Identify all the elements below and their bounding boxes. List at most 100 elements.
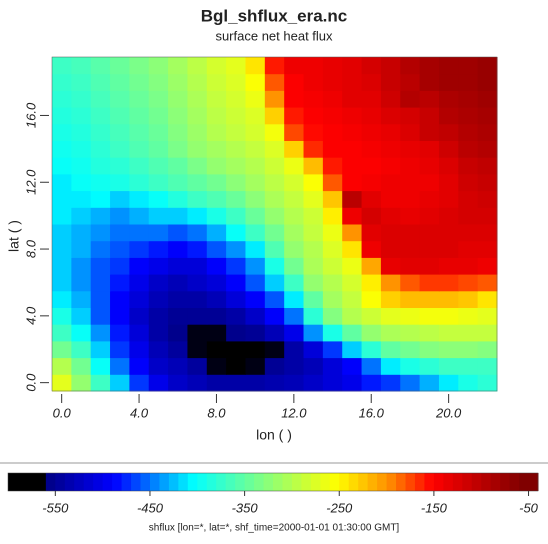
heatmap-cell <box>380 157 401 175</box>
heatmap-cell <box>322 240 343 258</box>
heatmap-cell <box>90 374 111 392</box>
heatmap-cell <box>380 190 401 208</box>
heatmap-cell <box>380 324 401 342</box>
heatmap-cell <box>380 90 401 108</box>
colorbar-swatch <box>159 473 170 491</box>
heatmap-cell <box>361 73 382 91</box>
colorbar-swatch <box>74 473 85 491</box>
heatmap-cell <box>52 374 72 392</box>
heatmap-cell <box>264 90 285 108</box>
heatmap-cell <box>322 173 343 192</box>
heatmap-cell <box>322 357 343 375</box>
heatmap-cell <box>284 140 305 158</box>
heatmap-cell <box>52 257 72 275</box>
heatmap-cell <box>438 57 459 75</box>
heatmap-cell <box>342 257 363 275</box>
heatmap-cell <box>322 157 343 175</box>
heatmap-cell <box>148 224 169 242</box>
heatmap-cell <box>342 107 363 125</box>
heatmap-cell <box>90 340 111 359</box>
heatmap-cell <box>380 274 401 292</box>
colorbar-swatch <box>519 473 530 491</box>
heatmap-cell <box>419 157 440 175</box>
heatmap-cell <box>226 123 246 141</box>
heatmap-cell <box>438 107 459 125</box>
heatmap-cell <box>400 240 421 258</box>
heatmap-cell <box>226 324 246 342</box>
heatmap-cell <box>206 157 227 175</box>
heatmap-cell <box>129 240 150 258</box>
colorbar-swatch <box>121 473 132 491</box>
heatmap-cell <box>168 357 188 375</box>
colorbar-swatch <box>244 473 255 491</box>
heatmap-cell <box>226 257 246 275</box>
heatmap-cell <box>245 157 266 175</box>
colorbar-swatch <box>386 473 397 491</box>
heatmap-cell <box>458 207 479 225</box>
colorbar-swatch <box>443 473 454 491</box>
heatmap-cell <box>477 207 498 225</box>
heatmap-cell <box>71 307 92 325</box>
heatmap-cell <box>264 357 285 375</box>
heatmap-cell <box>110 123 130 141</box>
heatmap-cell <box>419 274 440 292</box>
heatmap-cell <box>284 90 305 108</box>
colorbar-swatch <box>112 473 123 491</box>
heatmap-cell <box>438 374 459 392</box>
heatmap-cell <box>458 257 479 275</box>
heatmap-cell <box>206 107 227 125</box>
heatmap-cell <box>361 107 382 125</box>
y-tick-label: 12.0 <box>23 169 38 195</box>
heatmap-cell <box>245 257 266 275</box>
heatmap-cell <box>458 290 479 308</box>
heatmap-cell <box>71 324 92 342</box>
heatmap-cell <box>187 240 208 258</box>
heatmap-cell <box>361 90 382 108</box>
heatmap-cell <box>187 73 208 91</box>
y-tick-label: 0.0 <box>23 373 38 392</box>
heatmap-cell <box>400 274 421 292</box>
colorbar-swatch <box>197 473 208 491</box>
heatmap-cell <box>52 90 72 108</box>
heatmap-cell <box>438 290 459 308</box>
heatmap-cell <box>206 307 227 325</box>
heatmap-cell <box>148 207 169 225</box>
heatmap-cell <box>419 357 440 375</box>
colorbar-swatch <box>405 473 416 491</box>
heatmap-cell <box>400 90 421 108</box>
colorbar-tick-label: -150 <box>421 500 448 515</box>
heatmap-cell <box>361 190 382 208</box>
heatmap-cell <box>284 274 305 292</box>
heatmap-cell <box>245 240 266 258</box>
heatmap-cell <box>110 107 130 125</box>
heatmap-cell <box>284 57 305 75</box>
heatmap-cell <box>438 257 459 275</box>
colorbar-swatch <box>64 473 75 491</box>
heatmap-cell <box>342 90 363 108</box>
heatmap-cell <box>458 357 479 375</box>
heatmap-cell <box>129 57 150 75</box>
heatmap-cell <box>303 324 324 342</box>
heatmap-cell <box>226 274 246 292</box>
heatmap-cell <box>187 374 208 392</box>
heatmap-cell <box>264 140 285 158</box>
heatmap-cell <box>110 90 130 108</box>
heatmap-cell <box>71 274 92 292</box>
heatmap-cell <box>245 307 266 325</box>
heatmap-cell <box>168 307 188 325</box>
heatmap-cell <box>52 107 72 125</box>
heatmap-cell <box>71 224 92 242</box>
heatmap-cell <box>264 123 285 141</box>
colorbar-swatch <box>17 473 28 491</box>
heatmap-cell <box>245 207 266 225</box>
heatmap-cell <box>71 173 92 192</box>
heatmap-cell <box>206 173 227 192</box>
heatmap-cell <box>303 207 324 225</box>
heatmap-cell <box>52 324 72 342</box>
heatmap-cell <box>148 140 169 158</box>
heatmap-cell <box>477 374 498 392</box>
heatmap-cell <box>264 207 285 225</box>
heatmap-cell <box>245 57 266 75</box>
heatmap-cell <box>168 107 188 125</box>
heatmap-cell <box>129 190 150 208</box>
